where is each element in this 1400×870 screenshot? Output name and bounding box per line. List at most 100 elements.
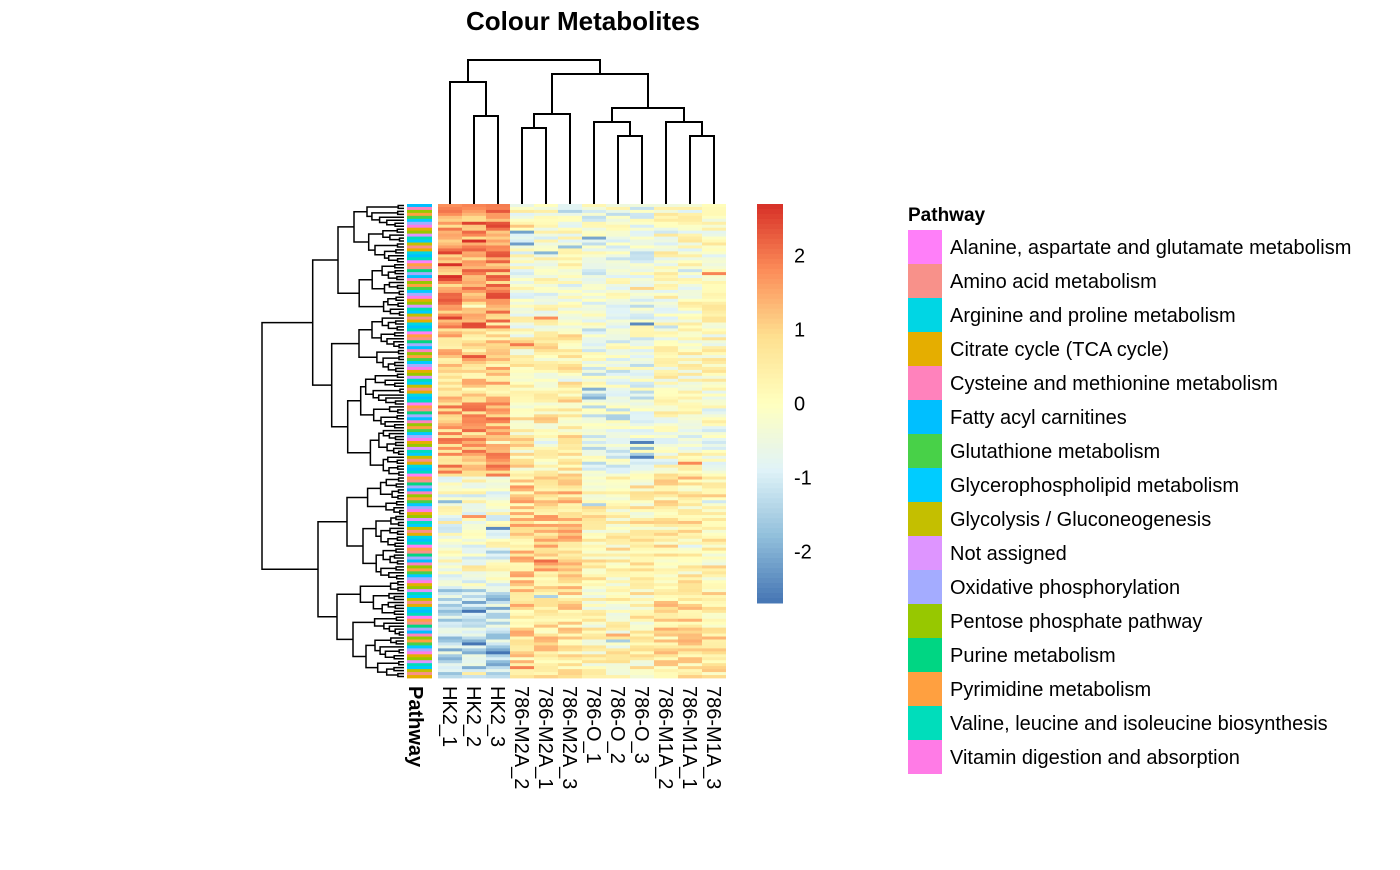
heatmap-cell [654,509,678,513]
heatmap-cell [462,215,486,220]
heatmap-cell [534,438,558,442]
color-scale-step [757,223,783,230]
heatmap-cell [582,485,606,489]
pathway-annotation-cell [407,476,432,480]
heatmap-cell [438,562,462,566]
heatmap-cell [486,343,510,347]
heatmap-cell [582,307,606,312]
heatmap-cell [654,627,678,631]
heatmap-cell [582,319,606,323]
heatmap-cell [438,372,462,377]
heatmap-cell [702,446,726,451]
heatmap-cell [654,266,678,270]
heatmap-cell [678,245,702,249]
row-dendrogram-branch [395,367,404,373]
heatmap-cell [462,298,486,303]
heatmap-cell [462,432,486,436]
color-scale-step [757,268,783,275]
heatmap-cell [678,325,702,329]
heatmap-cell [558,494,582,498]
heatmap-cell [702,378,726,383]
color-scale-step [757,383,783,390]
heatmap-cell [702,615,726,620]
heatmap-cell [558,236,582,240]
heatmap-cell [702,426,726,430]
heatmap-cell [534,295,558,300]
heatmap-cell [702,429,726,433]
row-dendrogram-branch [393,554,404,559]
heatmap-cell [630,337,654,341]
heatmap-cell [702,292,726,297]
heatmap-cell [534,512,558,516]
heatmap-cell [654,592,678,596]
heatmap-cell [438,598,462,602]
heatmap-cell [462,224,486,229]
heatmap-cell [462,245,486,249]
row-dendrogram-branch [396,243,404,248]
column-label: 786-M2A_3 [558,686,580,789]
heatmap-cell [582,541,606,546]
heatmap-cell [606,509,630,513]
heatmap-cell [630,467,654,472]
heatmap-cell [654,672,678,676]
heatmap-cell [558,589,582,593]
heatmap-cell [486,500,510,504]
heatmap-cell [582,443,606,448]
heatmap-cell [678,393,702,397]
heatmap-cell [630,352,654,356]
heatmap-cell [438,414,462,418]
color-scale-step [757,568,783,574]
pathway-annotation-cell [407,381,432,386]
heatmap-cell [462,565,486,569]
heatmap-cell [702,295,726,300]
heatmap-cell [678,497,702,501]
pathway-annotation-cell [407,518,432,522]
heatmap-cell [630,627,654,631]
heatmap-cell [534,529,558,534]
pathway-annotation-cell [407,455,432,460]
heatmap-cell [558,245,582,249]
heatmap-cell [558,506,582,510]
pathway-annotation-cell [407,227,432,232]
heatmap-cell [654,455,678,460]
heatmap-cell [654,470,678,474]
heatmap-cell [630,497,654,501]
pathway-annotation-cell [407,248,432,252]
heatmap-cell [438,349,462,353]
row-dendrogram-branch [375,520,391,537]
heatmap-cell [702,600,726,605]
heatmap-cell [534,248,558,252]
heatmap-cell [582,384,606,389]
heatmap-cell [630,369,654,374]
pathway-annotation-cell [407,541,432,546]
heatmap-cell [486,399,510,403]
heatmap-cell [462,435,486,439]
heatmap-cell [654,319,678,323]
pathway-annotation-cell [407,494,432,498]
heatmap-cell [678,218,702,223]
heatmap-cell [654,239,678,243]
heatmap-cell [678,307,702,312]
heatmap-cell [486,503,510,507]
pathway-annotation-cell [407,660,432,664]
heatmap-cell [510,369,534,374]
heatmap-cell [678,464,702,469]
heatmap-cell [438,452,462,457]
heatmap-cell [630,218,654,223]
heatmap-cell [462,506,486,510]
heatmap-cell [486,340,510,344]
heatmap-cell [606,363,630,368]
heatmap-cell [438,399,462,403]
heatmap-cell [510,248,534,252]
pathway-annotation-cell [407,580,432,584]
heatmap-cell [486,473,510,477]
heatmap-cell [438,660,462,664]
heatmap-cell [654,479,678,483]
heatmap-cell [486,251,510,255]
heatmap-cell [582,375,606,380]
row-dendrogram-branch [396,536,404,541]
heatmap-cell [678,452,702,457]
heatmap-cell [558,618,582,623]
heatmap-cell [702,381,726,386]
heatmap-cell [486,443,510,448]
